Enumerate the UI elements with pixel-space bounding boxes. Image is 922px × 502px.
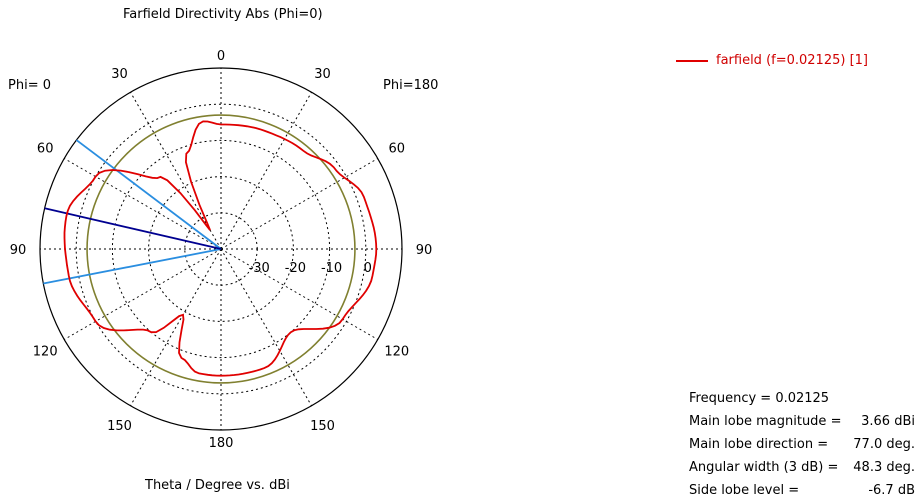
angle-tick-label: 30 xyxy=(111,67,128,82)
angle-tick-label: 180 xyxy=(209,436,234,451)
angle-tick-label: 120 xyxy=(384,345,409,360)
legend: farfield (f=0.02125) [1] xyxy=(676,53,868,68)
legend-swatch xyxy=(676,59,708,62)
info-width-row: Angular width (3 dB) = 48.3 deg. xyxy=(689,456,919,479)
info-frequency-row: Frequency = 0.02125 xyxy=(689,387,919,410)
radial-tick-label: -20 xyxy=(285,261,306,276)
info-panel: Frequency = 0.02125 Main lobe magnitude … xyxy=(689,387,919,502)
angle-tick-label: 90 xyxy=(416,243,433,258)
info-width-value: 48.3 deg. xyxy=(853,460,915,475)
chart-title: Farfield Directivity Abs (Phi=0) xyxy=(123,7,323,22)
grid-circle xyxy=(111,139,331,359)
angle-tick-label: 120 xyxy=(33,345,58,360)
angle-tick-label: 0 xyxy=(217,49,225,64)
info-frequency: Frequency = 0.02125 xyxy=(689,391,830,406)
radial-tick-label: -30 xyxy=(249,261,270,276)
radial-tick-label: -10 xyxy=(321,261,342,276)
angle-tick-label: 90 xyxy=(10,243,27,258)
grid-circle xyxy=(75,103,367,395)
angle-tick-label: 150 xyxy=(310,419,335,434)
info-magnitude-row: Main lobe magnitude = 3.66 dBi xyxy=(689,410,919,433)
grid-spoke xyxy=(130,248,222,407)
info-magnitude-label: Main lobe magnitude = xyxy=(689,414,842,429)
grid-spoke xyxy=(63,158,222,250)
grid-spoke xyxy=(220,248,312,407)
info-width-label: Angular width (3 dB) = xyxy=(689,460,839,475)
info-direction-label: Main lobe direction = xyxy=(689,437,829,452)
info-sidelobe-label: Side lobe level = xyxy=(689,483,800,498)
x-axis-label: Theta / Degree vs. dBi xyxy=(145,478,290,493)
grid-spoke xyxy=(63,248,222,340)
beamwidth-edge-line xyxy=(75,139,222,250)
info-sidelobe-value: -6.7 dB xyxy=(868,483,915,498)
phi-right-label: Phi=180 xyxy=(383,78,439,93)
grid-spoke xyxy=(220,91,312,250)
reference-circle xyxy=(86,114,356,384)
info-direction-value: 77.0 deg. xyxy=(853,437,915,452)
angle-tick-label: 30 xyxy=(314,67,331,82)
grid-spoke xyxy=(220,158,379,250)
angle-tick-label: 150 xyxy=(107,419,132,434)
pattern-series-line xyxy=(63,120,378,377)
phi-left-label: Phi= 0 xyxy=(8,78,51,93)
grid-circle xyxy=(148,176,294,322)
outer-circle xyxy=(39,67,403,431)
angle-tick-label: 60 xyxy=(37,142,54,157)
angle-tick-label: 60 xyxy=(389,142,406,157)
info-magnitude-value: 3.66 dBi xyxy=(861,414,915,429)
radial-tick-label: 0 xyxy=(364,261,372,276)
main-lobe-line xyxy=(44,207,222,250)
beamwidth-edge-line xyxy=(43,248,222,285)
grid-spoke xyxy=(220,248,379,340)
info-direction-row: Main lobe direction = 77.0 deg. xyxy=(689,433,919,456)
info-sidelobe-row: Side lobe level = -6.7 dB xyxy=(689,479,919,502)
legend-label: farfield (f=0.02125) [1] xyxy=(716,53,868,68)
grid-spoke xyxy=(130,91,222,250)
